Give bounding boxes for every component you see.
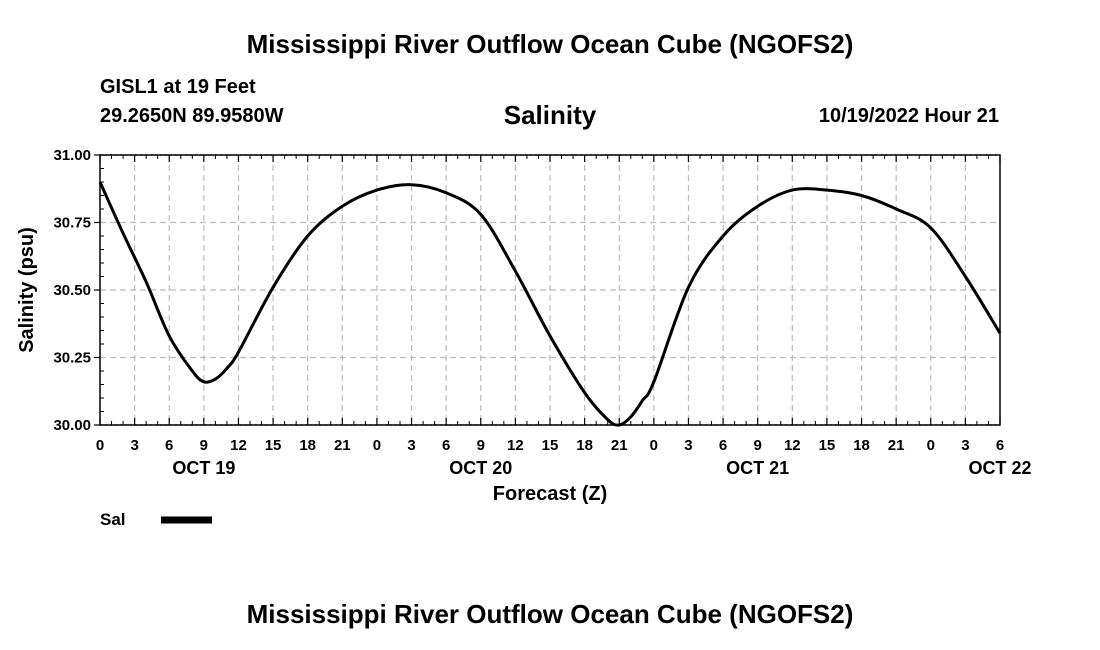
x-tick-label: 6 (442, 437, 450, 454)
x-tick-label: 21 (611, 437, 628, 454)
plot-frame (99, 154, 1001, 426)
y-axis-title: Salinity (psu) (16, 227, 38, 353)
x-tick-label: 18 (299, 437, 316, 454)
x-tick-label: 15 (819, 437, 836, 454)
x-tick-label: 3 (407, 437, 415, 454)
date-labels: OCT 19 OCT 20 OCT 21 OCT 22 (172, 458, 1031, 478)
date-label: OCT 22 (968, 458, 1031, 478)
y-tick-labels: 30.00 30.25 30.50 30.75 31.00 (53, 147, 91, 434)
x-tick-label: 6 (165, 437, 173, 454)
x-tick-label: 3 (130, 437, 138, 454)
series-layer (98, 181, 1002, 427)
x-tick-label: 12 (230, 437, 247, 454)
next-chart-title: Mississippi River Outflow Ocean Cube (NG… (246, 599, 854, 629)
chart-main-title: Mississippi River Outflow Ocean Cube (NG… (246, 29, 854, 59)
x-tick-label: 3 (961, 437, 969, 454)
x-tick-label: 0 (96, 437, 104, 454)
x-tick-labels: 0 3 6 9 12 15 18 21 0 3 6 9 12 15 18 21 0 3 6 9 12 15 18 21 0 3 6 (96, 437, 1004, 454)
x-axis-title: Forecast (Z) (493, 483, 607, 505)
date-label: OCT 19 (172, 458, 235, 478)
x-tick-label: 9 (477, 437, 485, 454)
x-tick-label: 6 (996, 437, 1004, 454)
x-tick-label: 6 (719, 437, 727, 454)
y-tick-label: 30.50 (53, 282, 91, 299)
series-line-sal (98, 181, 1002, 427)
y-tick-label: 31.00 (53, 147, 91, 164)
x-tick-label: 15 (265, 437, 282, 454)
y-tick-label: 30.75 (53, 215, 91, 232)
x-tick-label: 0 (373, 437, 381, 454)
date-label: OCT 20 (449, 458, 512, 478)
legend-label-sal: Sal (100, 510, 126, 529)
x-tick-label: 3 (684, 437, 692, 454)
forecast-datetime: 10/19/2022 Hour 21 (818, 105, 999, 127)
x-tick-label: 18 (576, 437, 593, 454)
y-tick-label: 30.25 (53, 350, 91, 367)
x-tick-label: 9 (754, 437, 762, 454)
x-tick-label: 9 (200, 437, 208, 454)
x-tick-label: 21 (888, 437, 905, 454)
station-coordinates: 29.2650N 89.9580W (100, 105, 284, 127)
y-tick-label: 30.00 (53, 417, 91, 434)
variable-title: Salinity (503, 100, 597, 130)
x-tick-label: 12 (784, 437, 801, 454)
x-tick-label: 12 (507, 437, 524, 454)
station-label: GISL1 at 19 Feet (100, 76, 256, 98)
x-tick-label: 15 (542, 437, 559, 454)
x-tick-label: 0 (927, 437, 935, 454)
date-label: OCT 21 (726, 458, 789, 478)
x-tick-label: 21 (334, 437, 351, 454)
x-tick-label: 18 (853, 437, 870, 454)
x-tick-label: 0 (650, 437, 658, 454)
